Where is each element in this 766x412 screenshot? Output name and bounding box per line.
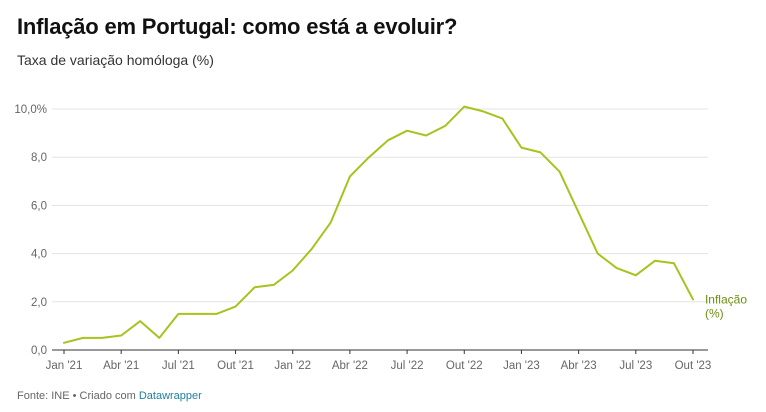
x-tick-label: Out '23 bbox=[675, 360, 712, 372]
y-axis: 0,0 2,0 4,0 6,0 8,0 10,0% bbox=[14, 104, 47, 357]
x-tick-label: Out '22 bbox=[446, 360, 483, 372]
y-tick-label: 2,0 bbox=[31, 297, 47, 309]
x-tick-label: Jan '23 bbox=[503, 360, 540, 372]
chart-title: Inflação em Portugal: como está a evolui… bbox=[17, 14, 458, 39]
series-label-line: (%) bbox=[705, 306, 724, 320]
x-tick-label: Abr '22 bbox=[332, 360, 368, 372]
y-tick-label: 6,0 bbox=[31, 200, 47, 212]
x-tick-label: Jan '22 bbox=[274, 360, 311, 372]
x-tick-label: Jul '23 bbox=[619, 360, 652, 372]
footer: Fonte: INE • Criado com Datawrapper bbox=[17, 390, 202, 402]
x-tick-label: Out '21 bbox=[217, 360, 254, 372]
y-tick-label: 0,0 bbox=[31, 345, 47, 357]
line-chart: 0,0 2,0 4,0 6,0 8,0 10,0% Jan '21 Abr '21 Jul '… bbox=[14, 104, 747, 372]
series-label: Inflação (%) bbox=[705, 292, 747, 320]
datawrapper-link[interactable]: Datawrapper bbox=[138, 390, 202, 402]
gridlines bbox=[52, 108, 708, 351]
x-tick-label: Abr '23 bbox=[561, 360, 597, 372]
x-tick-label: Jul '21 bbox=[162, 360, 195, 372]
x-tick-label: Jul '22 bbox=[391, 360, 424, 372]
x-tick-label: Jan '21 bbox=[46, 360, 83, 372]
series-label-line: Inflação bbox=[705, 292, 747, 306]
x-tick-label: Abr '21 bbox=[103, 360, 139, 372]
series-line bbox=[63, 105, 694, 344]
chart-subtitle: Taxa de variação homóloga (%) bbox=[17, 52, 214, 68]
x-axis: Jan '21 Abr '21 Jul '21 Out '21 Jan '22 Abr '… bbox=[46, 350, 712, 372]
footer-source: Fonte: INE • Criado com bbox=[17, 390, 139, 402]
y-tick-label: 4,0 bbox=[31, 249, 47, 261]
series: Inflação (%) bbox=[63, 105, 747, 344]
y-tick-label: 10,0% bbox=[14, 104, 47, 116]
y-tick-label: 8,0 bbox=[31, 152, 47, 164]
